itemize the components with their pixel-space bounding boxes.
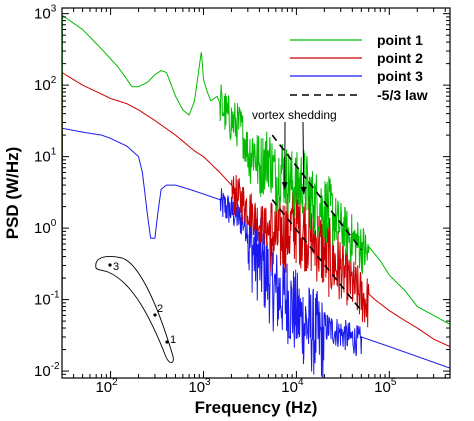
probe-point-1 xyxy=(165,340,169,344)
annotation-arrow-head xyxy=(281,182,288,190)
y-tick-label: 10-1 xyxy=(34,290,60,309)
x-tick-label: 105 xyxy=(374,377,397,396)
series-line-point-3 xyxy=(62,127,450,378)
probe-point-3 xyxy=(108,263,112,267)
annotation-vortex-shedding: vortex shedding xyxy=(252,108,337,122)
annotation-arrows xyxy=(281,121,307,195)
y-tick-label: 102 xyxy=(34,75,57,94)
plot-frame xyxy=(61,7,451,379)
legend-label-law: -5/3 law xyxy=(377,87,428,103)
y-tick-label: 103 xyxy=(34,4,57,23)
probe-label-1: 1 xyxy=(170,334,176,346)
series-line-point-2 xyxy=(62,71,450,348)
legend-label-point-1: point 1 xyxy=(377,32,423,48)
probe-point-2 xyxy=(153,313,157,317)
legend-label-point-3: point 3 xyxy=(377,68,423,84)
y-tick-label: 10-2 xyxy=(34,361,60,380)
probe-label-2: 2 xyxy=(157,303,163,315)
airfoil-outline xyxy=(95,256,174,364)
y-axis-title: PSD (W/Hz) xyxy=(3,147,22,240)
series-layer xyxy=(62,14,450,378)
airfoil-inset: 3 2 1 xyxy=(95,256,176,364)
x-tick-label: 104 xyxy=(281,377,304,396)
x-tick-label: 102 xyxy=(95,377,118,396)
y-tick-labels: 10-2 10-1 100 101 102 103 xyxy=(34,4,60,380)
x-tick-labels: 102 103 104 105 xyxy=(95,377,396,396)
x-tick-label: 103 xyxy=(188,377,211,396)
x-axis-title: Frequency (Hz) xyxy=(195,398,318,417)
legend: point 1 point 2 point 3 -5/3 law xyxy=(290,32,428,103)
probe-label-3: 3 xyxy=(113,261,119,273)
legend-label-point-2: point 2 xyxy=(377,50,423,66)
ticks-layer xyxy=(61,8,450,379)
y-tick-label: 101 xyxy=(34,147,57,166)
annotation-arrow-line xyxy=(302,121,305,195)
law-line-1 xyxy=(271,134,362,251)
series-line-point-1 xyxy=(62,14,450,325)
y-tick-label: 100 xyxy=(34,218,57,237)
annotation-arrow-head xyxy=(300,186,307,195)
